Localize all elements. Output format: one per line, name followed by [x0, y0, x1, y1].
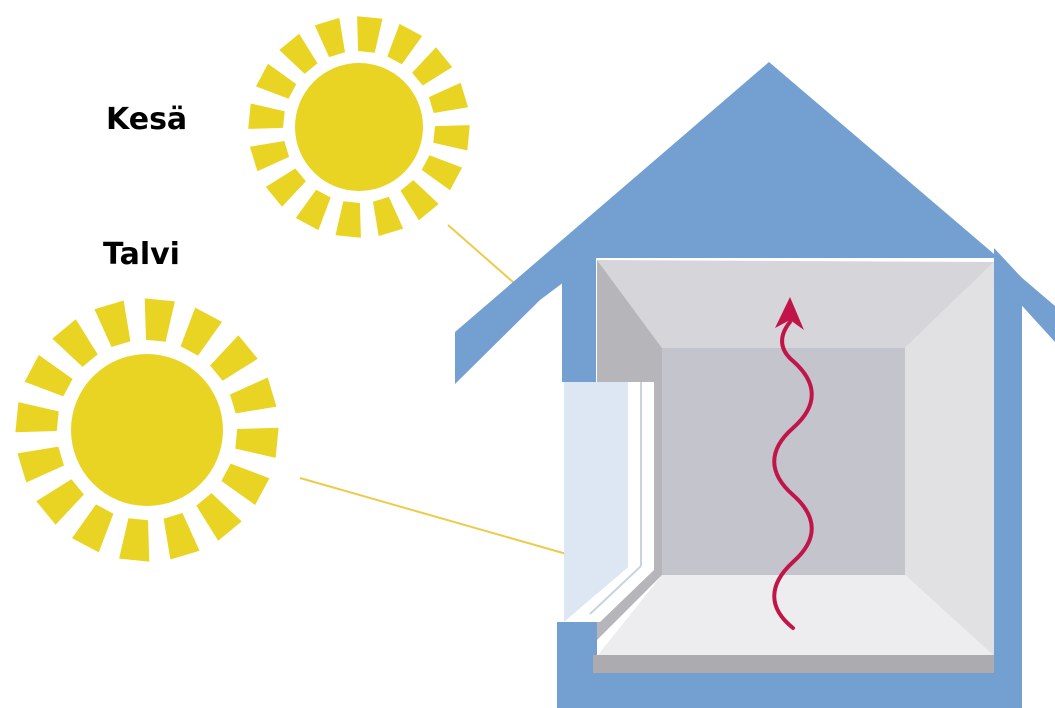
house-wall-left-upper — [562, 248, 596, 382]
sun-ray — [265, 168, 306, 207]
sun-ray — [119, 518, 150, 562]
sun-ray — [235, 427, 279, 458]
summer-sun-ray-line — [447, 224, 523, 291]
sun-ray — [279, 33, 318, 74]
sun-ray — [255, 63, 297, 99]
sun-ray — [17, 446, 64, 483]
sun-ray — [180, 307, 222, 356]
sun-ray — [94, 300, 131, 347]
summer-label: Kesä — [106, 102, 187, 137]
window-sill-line — [589, 565, 642, 615]
house — [455, 62, 1055, 708]
sun-ray — [314, 17, 345, 58]
house-roof — [455, 62, 1055, 384]
sun-ray — [249, 141, 290, 172]
winter-sun-icon — [15, 298, 279, 562]
sun-ray — [428, 82, 469, 113]
sun-ray — [163, 513, 200, 560]
sun-ray — [412, 47, 453, 86]
house-floor-base — [557, 672, 1022, 708]
sun-ray — [210, 335, 258, 381]
sun-ray — [421, 155, 463, 191]
sun-ray — [335, 201, 361, 238]
room-right-wall — [905, 262, 994, 656]
house-wall-right — [994, 248, 1022, 708]
sun-ray — [15, 402, 59, 433]
sun-ray — [221, 463, 270, 505]
winter-sun-ray-line — [299, 477, 613, 568]
sun-ray — [295, 189, 331, 231]
sun-ray — [357, 16, 383, 53]
sun-ray — [230, 377, 277, 414]
window-frame — [564, 382, 654, 622]
window — [564, 382, 654, 622]
wavy-arrow-up-icon — [772, 320, 814, 630]
room-ceiling — [597, 260, 994, 348]
sun-disc — [71, 354, 223, 506]
sun-ray — [144, 298, 175, 342]
sun-ray — [387, 23, 423, 65]
heat-arrow — [772, 297, 814, 630]
sun-ray — [72, 504, 114, 553]
heat-arrow-head — [775, 297, 804, 330]
sun-ray — [400, 180, 439, 221]
room-floor — [597, 575, 994, 656]
sun-ray — [433, 125, 470, 151]
summer-sun-icon — [248, 16, 470, 238]
room-floor-edge — [593, 655, 994, 673]
room-back-wall — [662, 348, 905, 575]
sun-ray — [36, 479, 84, 525]
sun-ray — [24, 355, 73, 397]
sun-ray — [52, 319, 98, 367]
window-glass — [564, 382, 628, 622]
winter-label: Talvi — [103, 237, 180, 272]
sun-ray — [373, 196, 404, 237]
sun-ray — [196, 493, 242, 541]
sun-disc — [295, 63, 423, 191]
sun-ray — [248, 103, 285, 129]
